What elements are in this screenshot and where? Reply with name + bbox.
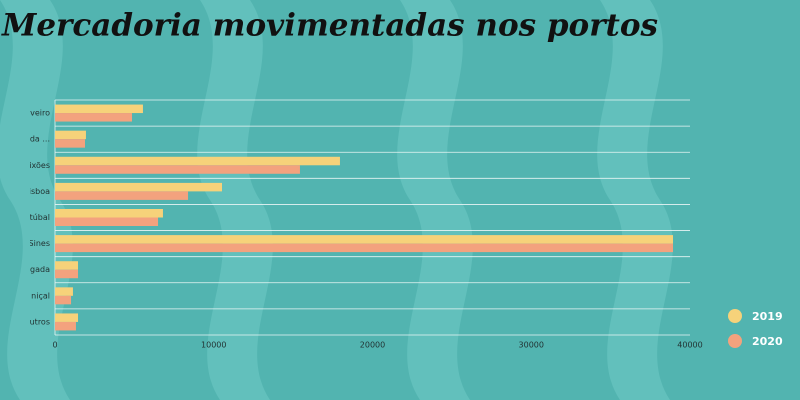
category-label: lgada	[28, 265, 50, 274]
bar	[55, 191, 189, 200]
bar	[55, 156, 340, 166]
bar	[55, 261, 79, 270]
bar	[55, 235, 674, 244]
bar	[55, 313, 79, 322]
chart-title: Mercadoria movimentadas nos portos	[1, 8, 658, 44]
bar	[55, 209, 163, 218]
category-label: ixões	[29, 161, 50, 170]
bar	[55, 113, 132, 122]
legend-label: 2019	[752, 310, 783, 323]
x-tick-label: 0	[52, 341, 57, 350]
bar	[55, 243, 674, 253]
legend-swatch	[728, 334, 742, 348]
category-label: da ...	[30, 135, 50, 144]
bar	[55, 295, 72, 305]
category-label: niçal	[31, 291, 50, 300]
category-labels: veiro da ... ixões isboa etúbal Sines lgada niç…	[25, 109, 50, 327]
category-label: veiro	[30, 109, 50, 118]
x-tick-label: 40000	[677, 341, 702, 350]
bar	[55, 139, 86, 148]
bar	[55, 165, 300, 174]
category-label: Sines	[29, 239, 50, 248]
x-tick-label: 10000	[201, 341, 226, 350]
bar	[55, 182, 223, 192]
bar	[55, 104, 143, 114]
bar	[55, 269, 79, 279]
category-label: etúbal	[25, 213, 50, 222]
x-tick-label: 20000	[360, 341, 385, 350]
category-label: isboa	[29, 187, 50, 196]
legend-swatch	[728, 309, 742, 323]
bar	[55, 321, 76, 331]
bar	[55, 217, 159, 226]
bar	[55, 130, 86, 140]
x-tick-label: 30000	[519, 341, 544, 350]
bar	[55, 287, 73, 296]
category-label: utros	[30, 317, 50, 326]
legend-label: 2020	[752, 335, 783, 348]
